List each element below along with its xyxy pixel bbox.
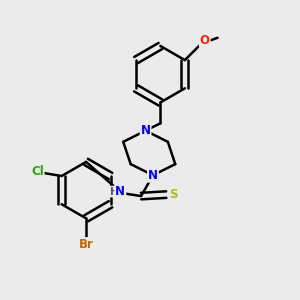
Text: S: S <box>169 188 177 201</box>
Text: O: O <box>200 34 210 47</box>
Text: Cl: Cl <box>31 165 44 178</box>
Text: N: N <box>140 124 151 137</box>
Text: N: N <box>148 169 158 182</box>
Text: N: N <box>115 185 125 198</box>
Text: H: H <box>110 187 119 196</box>
Text: Br: Br <box>79 238 94 251</box>
